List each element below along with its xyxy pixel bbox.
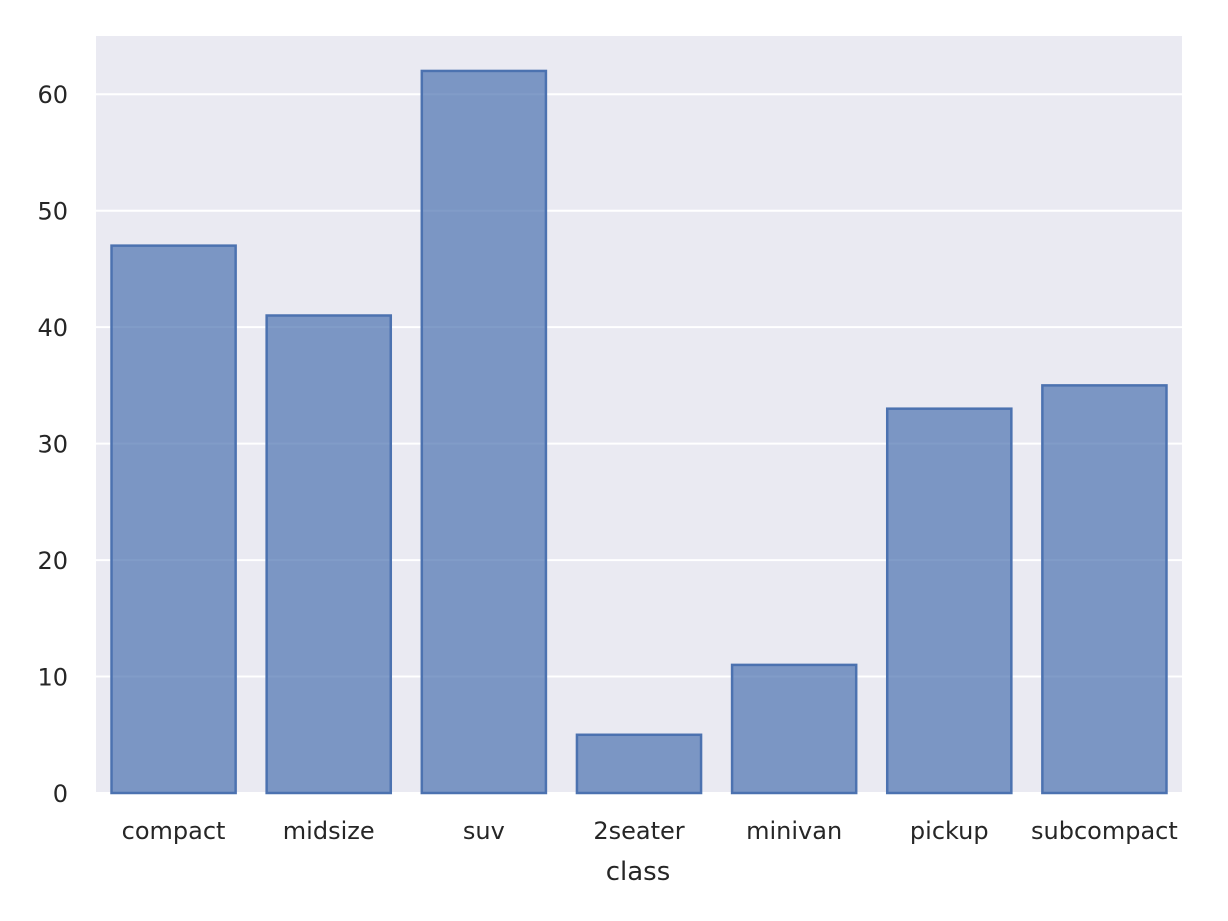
y-tick-label: 50	[37, 198, 68, 226]
bars	[110, 69, 1168, 795]
bar-subcompact	[1041, 384, 1168, 795]
y-tick-label: 60	[37, 81, 68, 109]
bar-compact	[110, 244, 237, 795]
y-axis-ticks: 0 10 20 30 40 50 60	[37, 81, 68, 808]
x-tick-label: subcompact	[1031, 817, 1178, 845]
bar-midsize	[265, 314, 393, 795]
x-tick-label: compact	[122, 817, 226, 845]
y-tick-label: 10	[37, 664, 68, 692]
y-tick-label: 20	[37, 547, 68, 575]
x-tick-label: 2seater	[593, 817, 684, 845]
bar-2seater	[575, 733, 703, 795]
x-tick-label: midsize	[283, 817, 375, 845]
y-tick-label: 40	[37, 314, 68, 342]
x-axis-title: class	[606, 857, 671, 887]
plot-background	[96, 36, 1182, 793]
y-tick-label: 30	[37, 431, 68, 459]
x-tick-label: minivan	[746, 817, 842, 845]
x-tick-label: pickup	[910, 817, 989, 845]
bar-suv	[420, 69, 548, 795]
y-tick-label: 0	[53, 780, 68, 808]
x-axis-ticks: compact midsize suv 2seater minivan pickup sub…	[122, 817, 1178, 845]
bar-pickup	[885, 407, 1013, 795]
x-tick-label: suv	[463, 817, 505, 845]
bar-minivan	[730, 663, 858, 795]
